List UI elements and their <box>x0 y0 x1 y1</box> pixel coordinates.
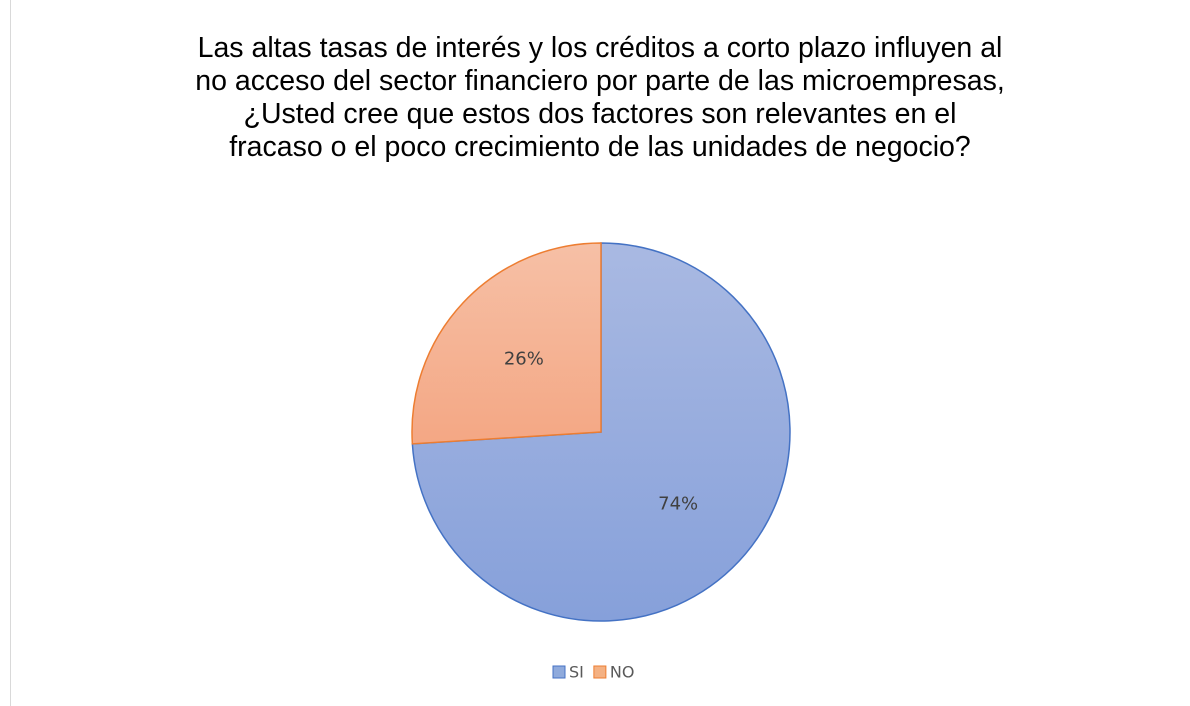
data-label: 74% <box>658 493 698 514</box>
data-label: 26% <box>504 349 544 370</box>
pie-slice <box>411 242 602 445</box>
legend-label: SI <box>569 663 584 682</box>
legend-swatch <box>593 665 607 679</box>
legend-swatch <box>552 665 566 679</box>
chart-border <box>10 0 1190 706</box>
chart-title: Las altas tasas de interés y los crédito… <box>195 32 1005 163</box>
legend-label: NO <box>610 663 635 682</box>
